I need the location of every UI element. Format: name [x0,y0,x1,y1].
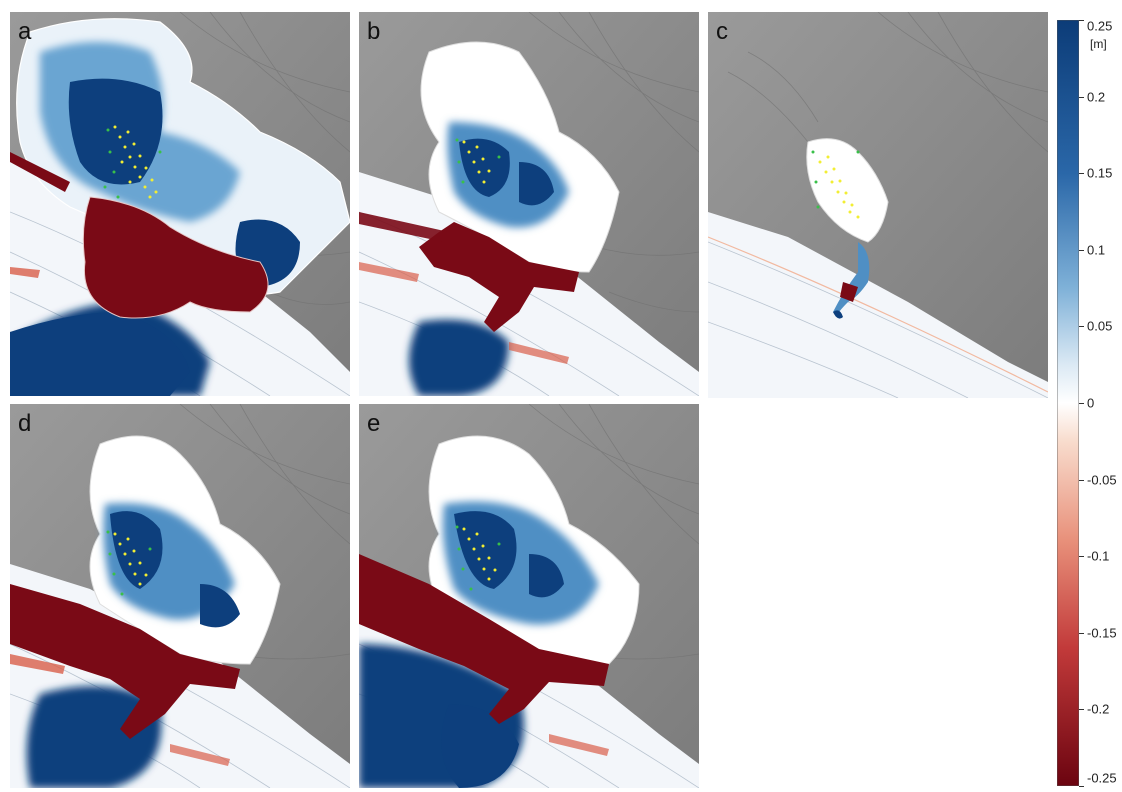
colorbar-tick-mark [1079,173,1084,175]
colorbar [1057,20,1079,786]
colorbar-tick-mark [1079,249,1084,251]
colorbar-tick-mark [1079,632,1084,634]
colorbar-tick-label: 0.15 [1087,165,1113,181]
map-c-svg [708,12,1048,398]
map-panel-b: b [359,12,699,396]
map-panel-d: d [10,404,350,788]
map-a-svg [10,12,350,396]
colorbar-tick-label: -0.1 [1087,548,1110,564]
colorbar-tick-mark [1079,556,1084,558]
colorbar-tick-label: 0 [1087,395,1095,411]
colorbar-tick-label: 0.25 [1087,18,1113,34]
panel-label-a: a [18,18,32,45]
panel-label-b: b [367,18,381,45]
colorbar-tick-mark [1079,20,1084,21]
map-b-svg [359,12,699,396]
map-panel-e: e [359,404,699,788]
colorbar-tick-mark [1079,479,1084,481]
colorbar-tick-mark [1079,786,1084,787]
colorbar-tick-label: -0.05 [1087,472,1117,488]
map-e-svg [359,404,699,788]
colorbar-tick-mark [1079,709,1084,711]
colorbar-tick-mark [1079,96,1084,98]
colorbar-tick-label: -0.25 [1087,770,1117,786]
colorbar-tick-label: 0.1 [1087,242,1106,258]
colorbar-tick-label: -0.15 [1087,625,1117,641]
colorbar-tick-label: 0.2 [1087,89,1106,105]
panel-label-d: d [18,410,32,437]
map-d-svg [10,404,350,788]
map-panel-c: c [708,12,1048,398]
panel-label-e: e [367,410,381,437]
colorbar-tick-mark [1079,403,1084,404]
colorbar-unit: [m] [1090,37,1107,51]
panel-label-c: c [716,18,728,45]
colorbar-tick-label: 0.05 [1087,318,1113,334]
map-panel-a: a [10,12,350,396]
colorbar-tick-label: -0.2 [1087,701,1110,717]
colorbar-tick-mark [1079,326,1084,328]
